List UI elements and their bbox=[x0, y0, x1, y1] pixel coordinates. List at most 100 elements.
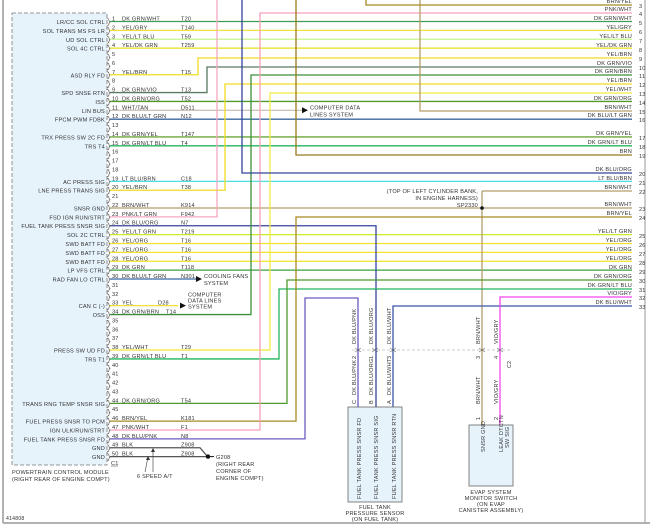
splice-dot bbox=[480, 206, 484, 210]
pin-bracket bbox=[106, 142, 111, 151]
connector-pin-number: 3 bbox=[476, 356, 482, 359]
right-pin-number: 17 bbox=[639, 136, 646, 142]
right-pin-number: 9 bbox=[639, 57, 642, 63]
fuel-tank-sensor-box bbox=[347, 406, 403, 503]
pin-label: SWD BATT FD bbox=[65, 251, 105, 257]
fuel-tank-sensor-title: PRESSURE SENSOR bbox=[346, 511, 405, 517]
pin-number: 5 bbox=[112, 52, 115, 58]
pin-number: 6 bbox=[112, 61, 115, 67]
wire-color-label: BLK bbox=[122, 443, 133, 449]
pin-label: CAN C (-) bbox=[79, 304, 105, 310]
right-pin-number: 12 bbox=[639, 83, 646, 89]
right-wire-label: BRN/WHT bbox=[604, 105, 632, 111]
splice-id: SP2330 bbox=[457, 203, 478, 209]
right-pin-number: 10 bbox=[639, 66, 646, 72]
circuit-id: T140 bbox=[181, 25, 195, 31]
pin-bracket bbox=[106, 213, 111, 222]
pin-label: FUEL TANK PRESS SNSR FD bbox=[24, 437, 105, 443]
wire-pin-20 bbox=[110, 83, 632, 191]
wire-color-label: PNK/LT GRN bbox=[122, 212, 157, 218]
pin-number: 37 bbox=[112, 336, 119, 342]
note-computer-data-lines: DATA LINES bbox=[188, 299, 222, 305]
wire-color-label: YEL/BRN bbox=[122, 70, 147, 76]
right-pin-number: 24 bbox=[639, 216, 646, 222]
pin-bracket bbox=[106, 18, 111, 26]
connector-pin-number: 3 bbox=[387, 356, 393, 359]
wire-color-label: YEL/ORG bbox=[122, 256, 148, 262]
pin-number: 39 bbox=[112, 354, 119, 360]
fuel-tank-sensor-location: (ON FUEL TANK) bbox=[352, 517, 399, 523]
wire-right-20 bbox=[241, 0, 632, 174]
right-pin-number: 4 bbox=[639, 12, 642, 18]
pin-bracket bbox=[106, 35, 111, 44]
circuit-id: T4 bbox=[181, 141, 188, 147]
pin-number: 25 bbox=[112, 230, 119, 236]
note-computer-data-lines: COMPUTER DATA bbox=[310, 105, 360, 111]
sensor-pin-label: FUEL TANK PRESS SNSR RTN bbox=[392, 414, 398, 499]
right-pin-number: 5 bbox=[639, 21, 642, 27]
right-wire-label: DK GRN/LT BLU bbox=[588, 283, 632, 289]
right-pin-number: 18 bbox=[639, 145, 646, 151]
wire-color-label: DK BLU/LT GRN bbox=[122, 274, 166, 280]
wire-color-label: VIO/GRY bbox=[494, 379, 500, 404]
pin-label: TRX PRESS SW 2C FD bbox=[41, 135, 105, 141]
pin-number: 7 bbox=[112, 70, 115, 76]
pin-bracket bbox=[106, 284, 111, 293]
pin-number: 3 bbox=[112, 34, 115, 40]
circuit-id: T38 bbox=[181, 185, 191, 191]
right-wire-label: BRN/WHT bbox=[604, 202, 632, 208]
pin-number: 22 bbox=[112, 203, 119, 209]
circuit-id: T16 bbox=[181, 239, 191, 245]
right-wire-label: DK GRN/YEL bbox=[596, 131, 632, 137]
note-cooling-fans: SYSTEM bbox=[204, 281, 228, 287]
pin-bracket bbox=[106, 364, 111, 373]
right-wire-label: YEL/GRY bbox=[606, 25, 632, 31]
pin-bracket bbox=[106, 400, 111, 408]
ground-location: (RIGHT REAR bbox=[216, 462, 254, 468]
right-wire-label: DK GRN/BRN bbox=[595, 69, 632, 75]
pin-bracket bbox=[106, 355, 111, 364]
wire-color-label: YEL/LT BLU bbox=[122, 34, 155, 40]
pin-number: 23 bbox=[112, 212, 119, 218]
right-wire-label: DK GRN/ORG bbox=[594, 274, 632, 280]
pin-number: 38 bbox=[112, 345, 119, 351]
pin-bracket bbox=[106, 249, 111, 257]
right-pin-number: 16 bbox=[639, 118, 646, 124]
pin-number: 20 bbox=[112, 185, 119, 191]
pin-bracket bbox=[106, 391, 111, 399]
right-pin-number: 3 bbox=[639, 4, 642, 10]
pin-label: LNE PRESS TRANS SIG bbox=[38, 189, 105, 195]
right-pin-number: 14 bbox=[639, 101, 646, 107]
wire-color-label: DK BLU/WHT bbox=[387, 358, 393, 395]
pin-bracket bbox=[106, 98, 111, 106]
circuit-id: D511 bbox=[181, 105, 195, 111]
wire-color-label: LT BLU/BRN bbox=[122, 176, 156, 182]
right-pin-number: 23 bbox=[639, 207, 646, 213]
pin-bracket bbox=[106, 62, 111, 71]
pin-bracket bbox=[106, 71, 111, 80]
right-wire-label: BRN/YEL bbox=[607, 211, 632, 217]
connector-pin-icon bbox=[371, 347, 379, 353]
circuit-id: K181 bbox=[181, 416, 195, 422]
evap-switch-location: CANISTER ASSEMBLY) bbox=[459, 508, 524, 514]
pin-label: FUEL PRESS SNSR TO PCM bbox=[26, 420, 105, 426]
wire-color-label: YEL/GRY bbox=[122, 25, 148, 31]
pin-label: SNSR GND bbox=[74, 206, 105, 212]
wire-color-label: DK BLU/PNK bbox=[122, 434, 157, 440]
wire-right-33 bbox=[392, 305, 632, 407]
pin-bracket bbox=[106, 27, 111, 35]
wire-color-label: DK BLU/ORG bbox=[369, 358, 375, 395]
arrow-icon bbox=[180, 302, 186, 309]
pin-label: PRESS SW UD FD bbox=[54, 349, 105, 355]
pin-bracket bbox=[106, 89, 111, 97]
pin-number: 1 bbox=[112, 17, 115, 23]
wire-color-label: DK GRN/LT BLU bbox=[122, 354, 166, 360]
connector-pin-number: 2 bbox=[352, 356, 358, 359]
pin-bracket bbox=[106, 337, 111, 346]
wire-pin-34 bbox=[110, 74, 632, 316]
pin-number: 50 bbox=[112, 452, 119, 458]
wire-color-label: YEL bbox=[122, 301, 133, 307]
pin-label: UD SOL CTRL bbox=[66, 38, 105, 44]
ground-id: G208 bbox=[216, 455, 230, 461]
